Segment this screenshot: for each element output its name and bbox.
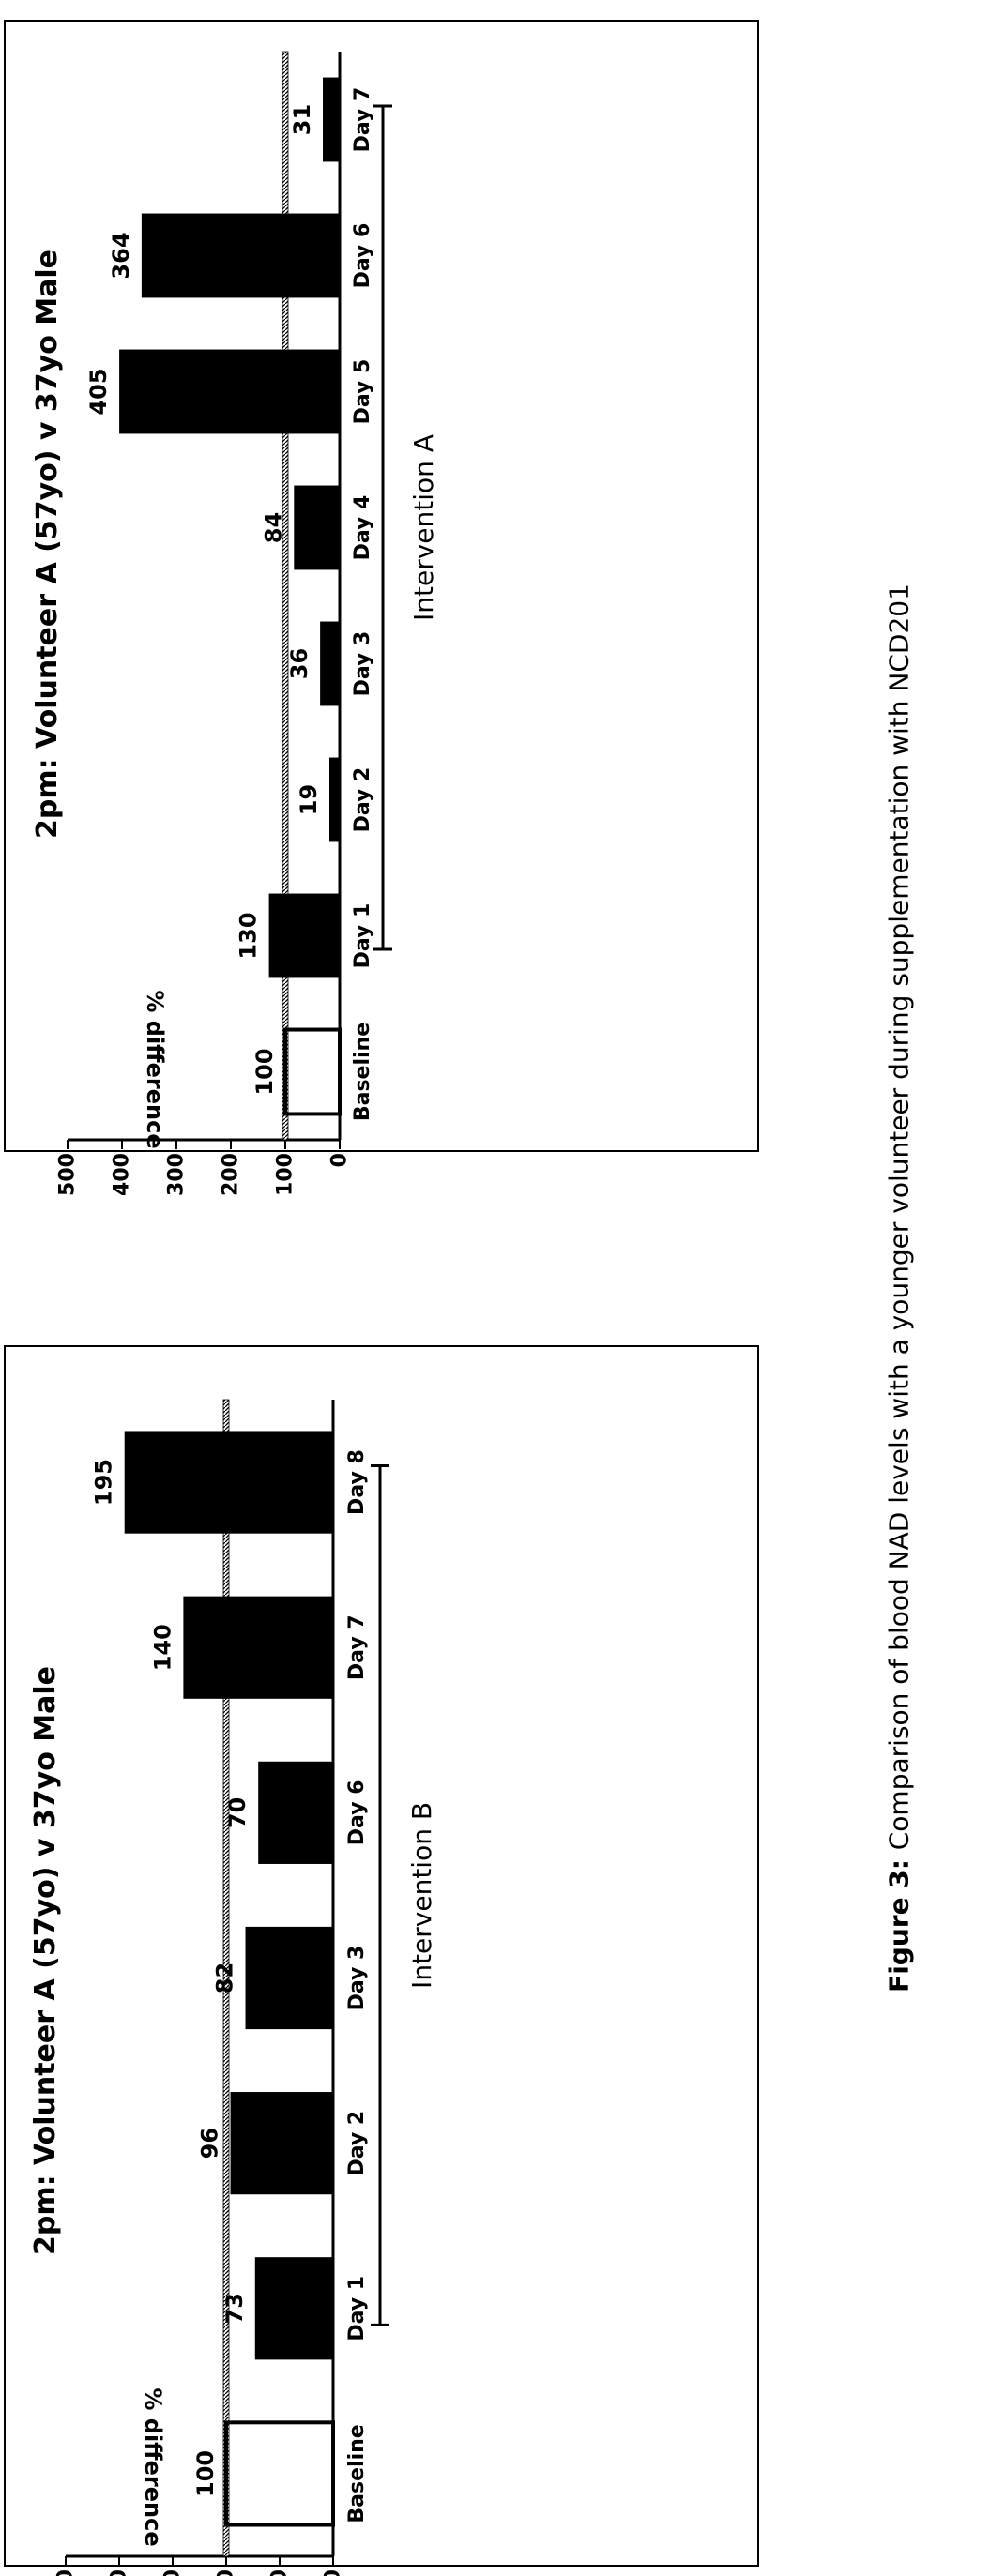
data-label: 31	[289, 104, 315, 135]
data-label: 405	[85, 368, 112, 415]
category-label: Baseline	[345, 2424, 369, 2523]
panel-a-frame	[4, 20, 759, 1152]
data-label: 73	[221, 2293, 248, 2324]
bar-day-7	[323, 77, 340, 162]
data-label: 100	[251, 1048, 278, 1095]
bar-day-1	[268, 893, 340, 978]
chart-panel-intervention-a: 2pm: Volunteer A (57yo) v 37yo Male % dif…	[31, 51, 439, 1196]
category-label: Day 7	[351, 87, 374, 153]
intervention-label: Intervention A	[408, 434, 439, 621]
category-label: Day 6	[345, 1780, 369, 1845]
reference-line-100	[282, 51, 289, 1141]
y-tick-label: 100	[215, 2569, 238, 2576]
y-axis-label: % difference	[140, 2387, 166, 2546]
y-tick-label: 250	[54, 2569, 78, 2576]
figure-caption-label: Figure 3:	[883, 1850, 915, 1993]
data-label: 84	[260, 512, 286, 543]
data-label: 364	[108, 232, 134, 279]
y-tick-label: 400	[111, 1153, 134, 1196]
bar-day-5	[119, 349, 340, 434]
bar-day-6	[258, 1761, 333, 1864]
data-label: 96	[197, 2128, 223, 2159]
reference-line-100	[222, 1399, 230, 2557]
bar-day-6	[141, 213, 340, 298]
bar-day-2	[328, 757, 340, 842]
bar-day-3	[320, 621, 340, 706]
bar-baseline	[224, 2420, 335, 2527]
category-label: Day 4	[351, 495, 374, 561]
bar-baseline	[283, 1027, 342, 1116]
bar-day-2	[230, 2092, 333, 2195]
bar-day-3	[245, 1926, 333, 2030]
figure-caption-text: Comparison of blood NAD levels with a yo…	[883, 583, 915, 1851]
chart-panel-intervention-b: 2pm: Volunteer A (57yo) v 37yo Male % dif…	[29, 1399, 437, 2576]
category-label: Day 5	[351, 359, 374, 425]
category-label: Day 1	[351, 903, 374, 969]
category-label: Baseline	[351, 1023, 374, 1121]
y-tick-label: 300	[165, 1153, 189, 1196]
bar-day-7	[183, 1596, 333, 1699]
y-tick-label: 100	[274, 1153, 297, 1196]
category-label: Day 1	[345, 2276, 369, 2341]
category-label: Day 6	[351, 223, 374, 289]
category-label: Day 3	[345, 1946, 369, 2011]
y-axis-label: % difference	[142, 990, 168, 1148]
y-tick-label: 50	[268, 2569, 292, 2576]
chart-title: 2pm: Volunteer A (57yo) v 37yo Male	[31, 250, 64, 839]
y-tick-label: 0	[328, 1153, 352, 1167]
y-tick-label: 0	[322, 2569, 345, 2576]
category-label: Day 2	[345, 2111, 369, 2176]
data-label: 19	[296, 784, 322, 815]
chart-title: 2pm: Volunteer A (57yo) v 37yo Male	[29, 1666, 62, 2255]
bar-day-1	[254, 2257, 333, 2360]
panel-b-frame	[4, 1345, 759, 2567]
y-tick-label: 200	[220, 1153, 243, 1196]
category-label: Day 7	[345, 1614, 369, 1680]
category-label: Day 8	[345, 1449, 369, 1515]
category-label: Day 2	[351, 767, 374, 833]
data-label: 140	[149, 1624, 175, 1671]
y-tick-label: 200	[108, 2569, 131, 2576]
figure-caption: Figure 3: Comparison of blood NAD levels…	[884, 256, 915, 2320]
data-label: 82	[212, 1962, 238, 1993]
y-tick-label: 150	[161, 2569, 185, 2576]
bar-day-4	[294, 485, 340, 570]
data-label: 36	[286, 648, 312, 679]
category-label: Day 3	[351, 631, 374, 697]
intervention-label: Intervention B	[406, 1802, 437, 1989]
bar-day-8	[124, 1431, 333, 1534]
data-label: 195	[91, 1459, 117, 1506]
data-label: 130	[236, 912, 262, 959]
y-tick-label: 500	[56, 1153, 80, 1196]
data-label: 70	[224, 1797, 251, 1828]
data-label: 100	[192, 2450, 219, 2497]
